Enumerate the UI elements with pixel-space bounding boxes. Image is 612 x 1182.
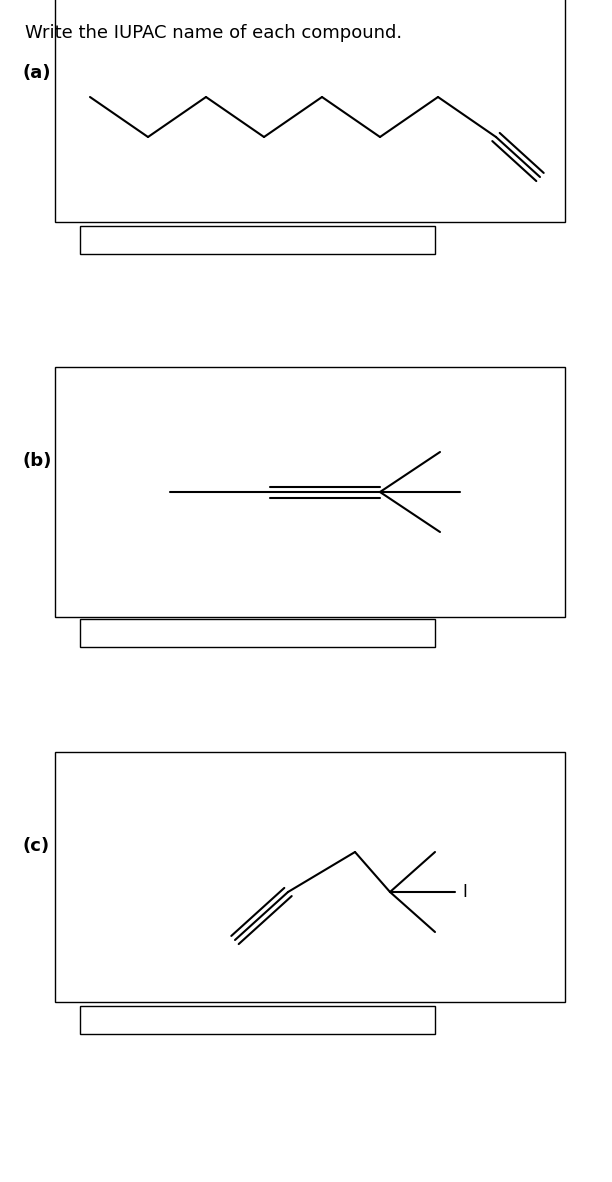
- Bar: [55, 0, 565, 222]
- Text: Write the IUPAC name of each compound.: Write the IUPAC name of each compound.: [25, 24, 402, 43]
- Bar: [55, 366, 565, 617]
- Bar: [80, 1006, 435, 1034]
- Text: (a): (a): [22, 64, 51, 82]
- Bar: [80, 226, 435, 254]
- Bar: [80, 619, 435, 647]
- Text: (b): (b): [22, 452, 51, 470]
- Text: (c): (c): [22, 837, 49, 855]
- Text: I: I: [462, 883, 467, 901]
- Bar: [55, 752, 565, 1002]
